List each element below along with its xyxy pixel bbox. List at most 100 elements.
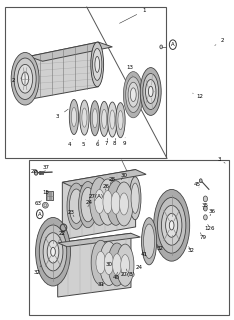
Text: 27(A): 27(A) bbox=[88, 194, 104, 201]
Ellipse shape bbox=[90, 101, 99, 136]
Ellipse shape bbox=[123, 72, 143, 118]
Text: 36: 36 bbox=[208, 209, 216, 216]
Text: 26: 26 bbox=[103, 184, 110, 190]
Ellipse shape bbox=[113, 254, 121, 275]
Text: 31: 31 bbox=[97, 279, 104, 287]
Ellipse shape bbox=[115, 182, 133, 226]
FancyBboxPatch shape bbox=[29, 160, 229, 315]
Ellipse shape bbox=[92, 109, 97, 128]
Ellipse shape bbox=[130, 88, 136, 101]
Ellipse shape bbox=[69, 189, 83, 223]
Text: 45: 45 bbox=[194, 182, 201, 187]
FancyBboxPatch shape bbox=[5, 7, 166, 158]
Text: 3: 3 bbox=[56, 109, 68, 119]
Ellipse shape bbox=[157, 197, 186, 253]
Text: 35: 35 bbox=[201, 203, 208, 209]
Ellipse shape bbox=[204, 215, 207, 220]
Ellipse shape bbox=[143, 74, 159, 109]
Text: 22: 22 bbox=[59, 231, 66, 236]
Ellipse shape bbox=[91, 240, 110, 285]
Ellipse shape bbox=[116, 244, 134, 286]
Ellipse shape bbox=[169, 221, 174, 230]
Ellipse shape bbox=[118, 111, 123, 130]
Ellipse shape bbox=[142, 218, 157, 265]
Ellipse shape bbox=[140, 68, 161, 116]
Text: 23: 23 bbox=[68, 210, 75, 217]
Text: 4: 4 bbox=[68, 139, 73, 147]
Text: 126: 126 bbox=[205, 224, 215, 231]
Ellipse shape bbox=[126, 77, 141, 113]
Ellipse shape bbox=[80, 100, 89, 135]
Ellipse shape bbox=[131, 183, 139, 213]
Ellipse shape bbox=[71, 108, 77, 126]
Ellipse shape bbox=[95, 189, 105, 213]
Ellipse shape bbox=[119, 193, 128, 215]
Text: 15: 15 bbox=[43, 190, 50, 195]
Ellipse shape bbox=[161, 205, 182, 245]
Ellipse shape bbox=[111, 192, 121, 214]
Ellipse shape bbox=[108, 243, 126, 286]
Ellipse shape bbox=[11, 52, 39, 105]
Ellipse shape bbox=[146, 80, 156, 103]
Bar bbox=[46, 191, 53, 200]
Text: 3: 3 bbox=[218, 157, 225, 163]
Ellipse shape bbox=[166, 213, 178, 237]
Ellipse shape bbox=[128, 82, 139, 107]
Ellipse shape bbox=[102, 109, 107, 128]
Text: 27(B): 27(B) bbox=[121, 269, 135, 276]
Text: 12: 12 bbox=[193, 93, 203, 99]
Polygon shape bbox=[58, 233, 140, 247]
Ellipse shape bbox=[82, 108, 87, 127]
Ellipse shape bbox=[160, 45, 163, 49]
Ellipse shape bbox=[95, 56, 99, 72]
Text: 40: 40 bbox=[112, 272, 119, 280]
Ellipse shape bbox=[81, 188, 95, 222]
Ellipse shape bbox=[204, 206, 207, 211]
Text: 32: 32 bbox=[33, 266, 41, 275]
Bar bbox=[42, 172, 43, 174]
Text: 30: 30 bbox=[121, 173, 128, 180]
Text: 8: 8 bbox=[113, 138, 117, 146]
Ellipse shape bbox=[99, 101, 109, 136]
Text: 24: 24 bbox=[135, 265, 143, 270]
Ellipse shape bbox=[148, 86, 153, 97]
Ellipse shape bbox=[110, 110, 115, 129]
Text: 7: 7 bbox=[105, 138, 108, 146]
Text: 2: 2 bbox=[12, 78, 21, 83]
Ellipse shape bbox=[203, 196, 208, 202]
Ellipse shape bbox=[199, 179, 202, 183]
Ellipse shape bbox=[98, 179, 117, 225]
Ellipse shape bbox=[116, 103, 125, 138]
Bar bbox=[39, 172, 40, 174]
Text: 41: 41 bbox=[140, 250, 147, 258]
Polygon shape bbox=[62, 170, 146, 187]
Ellipse shape bbox=[93, 49, 102, 80]
Text: 1: 1 bbox=[120, 8, 146, 23]
Text: 32: 32 bbox=[157, 244, 164, 251]
Ellipse shape bbox=[104, 252, 113, 275]
Ellipse shape bbox=[39, 225, 67, 278]
Polygon shape bbox=[29, 42, 112, 61]
Text: 2: 2 bbox=[215, 38, 225, 45]
Polygon shape bbox=[62, 170, 136, 240]
Ellipse shape bbox=[143, 224, 155, 259]
Text: 20: 20 bbox=[31, 169, 38, 174]
Ellipse shape bbox=[36, 218, 70, 286]
Ellipse shape bbox=[91, 42, 104, 87]
Ellipse shape bbox=[154, 189, 190, 261]
Ellipse shape bbox=[121, 255, 130, 276]
Bar bbox=[40, 172, 41, 174]
Ellipse shape bbox=[108, 102, 117, 137]
Ellipse shape bbox=[22, 72, 29, 85]
Ellipse shape bbox=[106, 181, 125, 225]
Ellipse shape bbox=[79, 181, 97, 228]
Ellipse shape bbox=[90, 178, 110, 225]
Text: A: A bbox=[38, 212, 42, 217]
Ellipse shape bbox=[14, 58, 36, 100]
Ellipse shape bbox=[43, 233, 63, 271]
Ellipse shape bbox=[67, 183, 86, 229]
Text: 13: 13 bbox=[126, 65, 133, 76]
Ellipse shape bbox=[103, 190, 113, 214]
Ellipse shape bbox=[18, 64, 33, 93]
Ellipse shape bbox=[34, 170, 38, 175]
